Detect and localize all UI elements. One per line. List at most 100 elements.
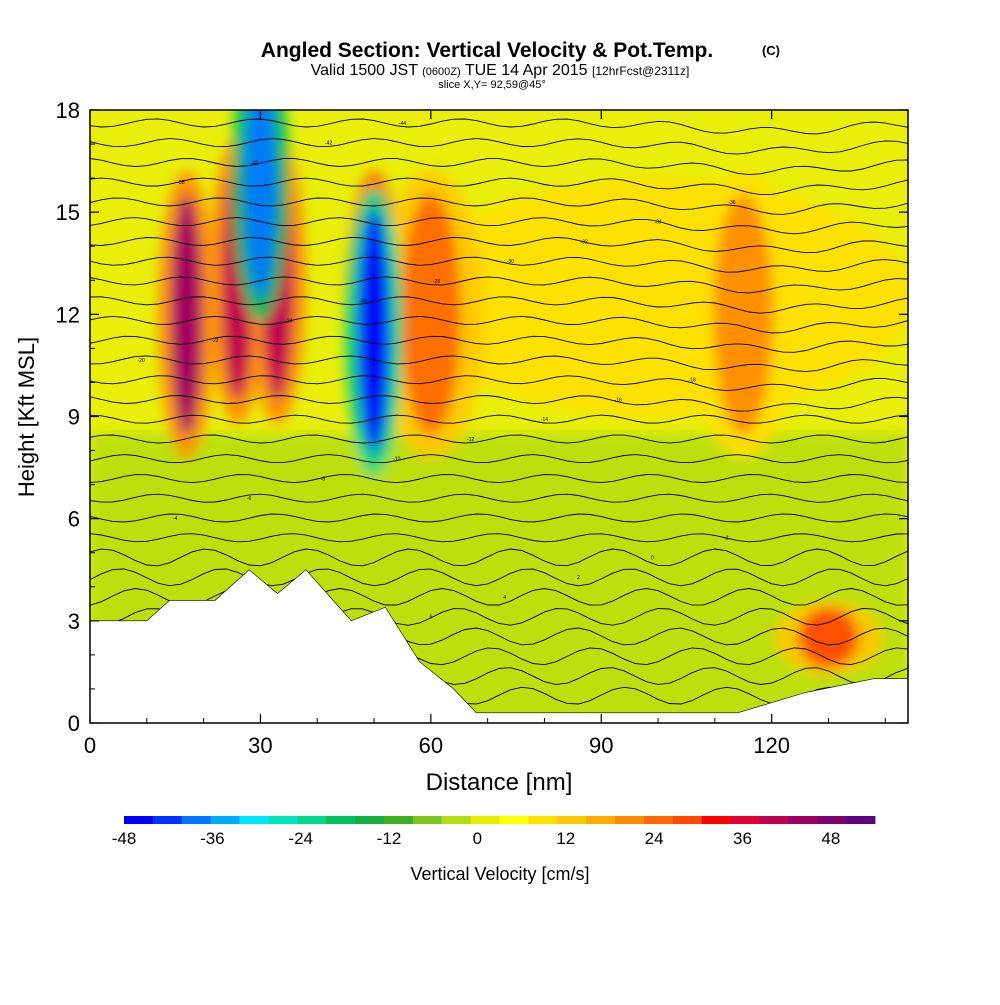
- isentrope-line: [90, 414, 908, 424]
- y-tick-label: 15: [56, 200, 80, 225]
- y-axis-label: Height [Kft MSL]: [14, 337, 39, 497]
- isentrope-label: -26: [359, 299, 366, 305]
- isentrope-label: -16: [615, 397, 622, 403]
- isentrope-line: [90, 548, 908, 567]
- y-tick-label: 12: [56, 302, 80, 327]
- colorbar-swatch: [817, 816, 847, 824]
- isentrope-line: [90, 335, 908, 353]
- colorbar-swatch: [846, 816, 876, 824]
- isentrope-line: [90, 355, 908, 373]
- updraft-cell: [170, 194, 203, 435]
- colorbar-swatch: [181, 816, 212, 824]
- isentrope-line: [90, 236, 908, 254]
- isentrope-label: 6: [429, 615, 432, 621]
- colorbar-swatch: [701, 816, 731, 824]
- colorbar-tick-label: 24: [645, 829, 664, 848]
- colorbar-swatch: [470, 816, 500, 824]
- isentrope-line: [90, 568, 908, 587]
- colorbar-swatch: [557, 816, 587, 824]
- colorbar-swatch: [268, 816, 298, 824]
- colorbar-swatch: [383, 816, 414, 824]
- colorbar-tick-label: 12: [556, 829, 575, 848]
- colorbar-ticks: -48 -36 -24 -12 0 12 24 36 48: [112, 829, 841, 848]
- terrain: [90, 569, 908, 723]
- isentrope-line: [90, 513, 908, 523]
- y-tick-label: 3: [68, 609, 80, 634]
- isentrope-line: [90, 177, 908, 196]
- colorbar-swatch: [210, 816, 240, 824]
- isentrope-label: -44: [399, 121, 406, 127]
- isentrope-label: -22: [211, 338, 218, 344]
- plot-area: 14121086420-2-4-6-8-10-12-14-16-18-20-22…: [90, 110, 908, 723]
- x-axis: 0 30 60 90 120: [84, 110, 886, 758]
- slice-label: slice X,Y= 92,59@45°: [438, 79, 546, 91]
- colorbar-swatch: [441, 816, 472, 824]
- isentrope-line: [90, 256, 908, 273]
- colorbar-tick-label: 48: [821, 829, 840, 848]
- valid-utc: (0600Z): [422, 66, 461, 78]
- colorbar: [124, 816, 876, 824]
- isentrope-label: -42: [325, 141, 332, 147]
- isentrope-label: -20: [138, 358, 145, 364]
- colorbar-swatch: [355, 816, 385, 824]
- chart-title: Angled Section: Vertical Velocity & Pot.…: [261, 39, 713, 62]
- chart-title-unit: (C): [762, 43, 780, 58]
- isentrope-label: -34: [654, 220, 661, 226]
- updraft-cell: [798, 607, 859, 668]
- isentrope-line: [90, 197, 908, 215]
- colorbar-swatch: [759, 816, 789, 824]
- valid-date: TUE 14 Apr 2015: [465, 62, 588, 79]
- x-tick-label: 120: [753, 733, 790, 758]
- colorbar-tick-label: 0: [473, 829, 482, 848]
- isentrope-label: 0: [651, 555, 654, 561]
- chart-subtitle: Valid 1500 JST (0600Z) TUE 14 Apr 2015 […: [311, 62, 690, 79]
- isentrope-label: -24: [285, 318, 292, 324]
- y-tick-label: 0: [68, 711, 80, 736]
- colorbar-swatch: [643, 816, 674, 824]
- isentrope-line: [90, 138, 908, 155]
- colorbar-swatch: [730, 816, 760, 824]
- y-tick-label: 18: [56, 98, 80, 123]
- isentrope-label: -12: [467, 437, 474, 443]
- isentrope-label: -4: [173, 516, 178, 522]
- updraft-cell: [713, 194, 774, 435]
- isentrope-label: -2: [724, 536, 729, 542]
- downdraft-cell: [358, 211, 391, 452]
- isentrope-line: [90, 276, 908, 294]
- isentrope-line: [90, 375, 908, 392]
- isentrope-label: -10: [393, 457, 400, 463]
- colorbar-label: Vertical Velocity [cm/s]: [410, 864, 589, 884]
- y-axis: 0 3 6 9 12 15 18: [56, 98, 908, 736]
- isentrope-line: [90, 493, 908, 503]
- x-tick-label: 30: [248, 733, 272, 758]
- isentrope-line: [90, 118, 908, 135]
- colorbar-tick-label: -12: [377, 829, 402, 848]
- colorbar-swatch: [152, 816, 183, 824]
- colorbar-tick-label: 36: [733, 829, 752, 848]
- downdraft-cell: [244, 110, 277, 299]
- isentrope-line: [90, 434, 908, 444]
- colorbar-swatch: [239, 816, 269, 824]
- valid-time: Valid 1500 JST: [311, 62, 419, 79]
- colorbar-swatch: [297, 816, 327, 824]
- colorbar-swatch: [412, 816, 443, 824]
- y-tick-label: 9: [68, 405, 80, 430]
- forecast-info: [12hrFcst@2311z]: [592, 64, 689, 78]
- isentrope-line: [90, 395, 908, 412]
- x-tick-label: 60: [419, 733, 443, 758]
- isentrope-label: -38: [177, 180, 184, 186]
- colorbar-swatch: [124, 816, 154, 824]
- isentrope-label: 2: [577, 575, 580, 581]
- isentrope-line: [90, 217, 908, 235]
- updraft-cell: [400, 194, 461, 435]
- isentrope-label: -18: [689, 378, 696, 384]
- y-tick-label: 6: [68, 507, 80, 532]
- colorbar-tick-label: -24: [288, 829, 313, 848]
- colorbar-tick-label: -48: [112, 829, 137, 848]
- isentrope-line: [90, 533, 908, 543]
- velocity-field: [90, 110, 908, 723]
- isentrope-label: -6: [247, 496, 252, 502]
- isentrope-label: -28: [433, 279, 440, 285]
- isentrope-label: -40: [251, 160, 258, 166]
